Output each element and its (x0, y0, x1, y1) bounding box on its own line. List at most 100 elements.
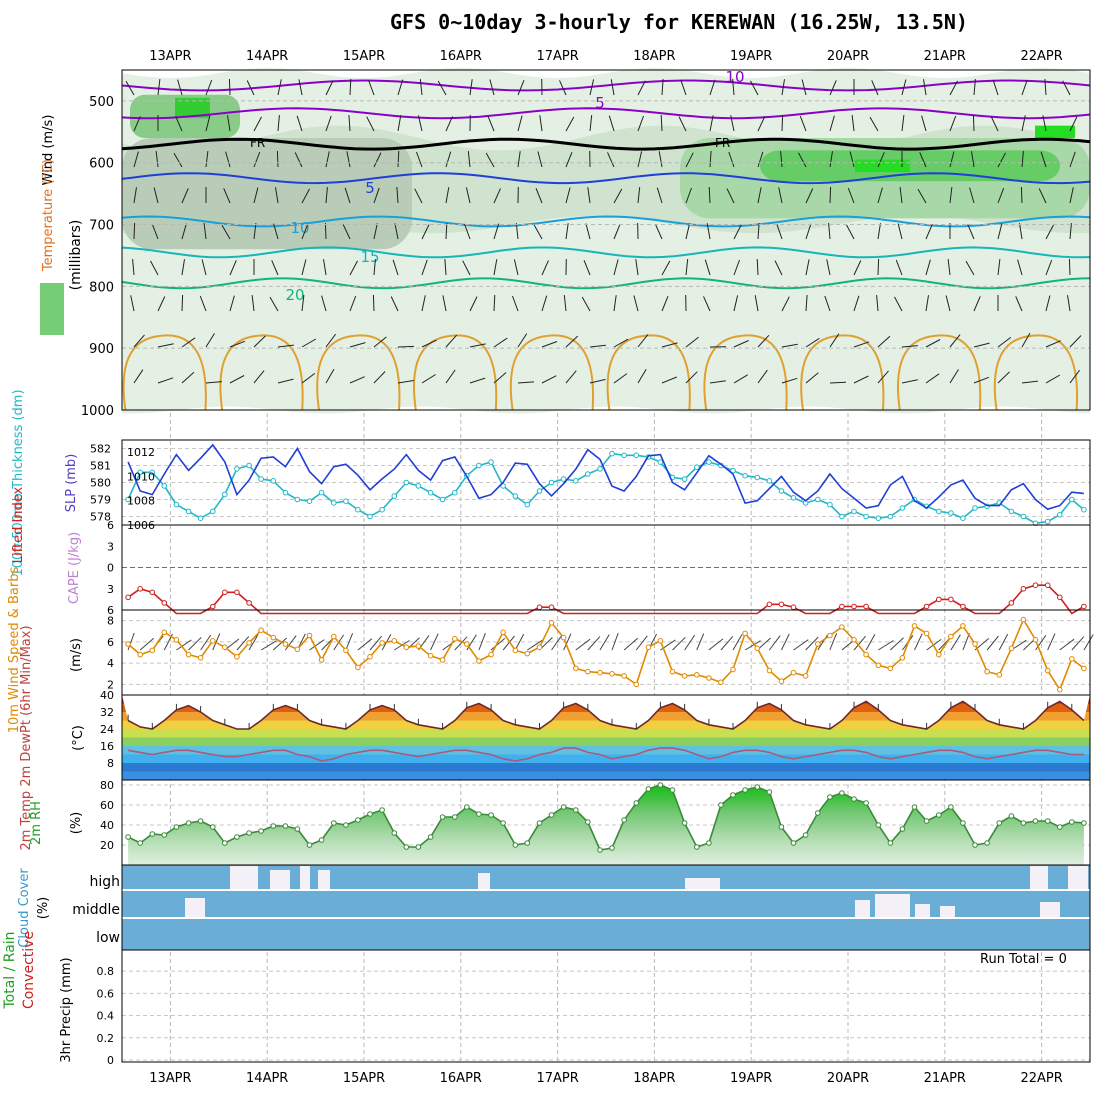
thickness-line-point (1020, 513, 1027, 520)
date-label-top: 16APR (440, 49, 482, 64)
wind-barb (587, 187, 591, 204)
wind-barb (1045, 295, 1051, 312)
thickness-line-point (222, 491, 228, 498)
wind10m-line-point (706, 675, 712, 681)
wind10m-line-point (464, 641, 470, 647)
lifted-index-point (863, 603, 869, 610)
wind-barb (776, 223, 783, 240)
wind10m-barb (127, 632, 135, 651)
rh2m-line-point (476, 811, 482, 817)
wind-barb (535, 188, 543, 204)
wind-barb (805, 337, 820, 348)
wind-barb (325, 80, 334, 96)
temperature-axis-label: Temperature (°C) (41, 159, 56, 272)
wind-barb (533, 224, 543, 240)
wind10m-barb (744, 640, 761, 651)
rh2m-line-point (948, 804, 954, 810)
wind-barb (346, 151, 351, 168)
wind-barb (876, 295, 879, 312)
wind-barb (853, 341, 870, 348)
wind-barb (325, 115, 332, 132)
wind-barb (133, 222, 136, 240)
thickness-line-point (1069, 496, 1075, 503)
page-title: GFS 0~10day 3-hourly for KEREWAN (16.25W… (390, 10, 968, 34)
wind-barb (901, 79, 907, 96)
thickness-line-point (560, 476, 567, 482)
thickness-line-point (234, 466, 240, 472)
wind-barb (1019, 223, 1023, 240)
pressure-tick: 800 (89, 280, 114, 295)
panel-frame (121, 69, 1091, 411)
wind-barb (368, 79, 375, 96)
wind-barb (565, 335, 579, 348)
temp-tick: 16 (100, 740, 114, 753)
convective-contour (896, 334, 982, 411)
wind-barb (945, 295, 951, 312)
thickness-line-point (633, 452, 640, 459)
wind-barb (229, 340, 246, 348)
thickness-line-point (137, 469, 143, 476)
cloud-mid-cell (185, 898, 205, 918)
wind-barb (397, 115, 402, 132)
contour-label: 5 (365, 179, 375, 197)
wind-barb (565, 152, 573, 168)
dewpt2m-line (127, 747, 1084, 762)
cloud-level-middle: middle (72, 902, 120, 918)
wind-barb (829, 186, 832, 204)
wind-barb (733, 374, 748, 384)
wind-barb (462, 260, 471, 276)
lifted-index-point (161, 600, 168, 606)
rh2m-line-point (258, 828, 264, 834)
wind10m-line-point (452, 635, 458, 642)
rh2m-line-point (185, 820, 192, 826)
wind10m-barb (284, 635, 297, 651)
wind-barb (373, 336, 387, 348)
wind-barb (517, 333, 528, 348)
wind-barb (583, 260, 591, 276)
lifted-index-point (1057, 594, 1063, 601)
wind-barb (277, 378, 294, 384)
wind-barb (660, 114, 663, 132)
wind-barb (923, 79, 927, 96)
rh2m-line-point (996, 820, 1003, 826)
rh2m-line-point (694, 844, 700, 850)
rh-tick: 40 (100, 819, 114, 832)
wind-barb (824, 295, 831, 312)
lifted-index-point (790, 604, 797, 611)
wind-barb (517, 80, 525, 96)
wind-barb (757, 369, 768, 384)
wind-barb (853, 260, 862, 276)
wind10m-line-point (548, 620, 555, 626)
lifted-index-point (1032, 582, 1039, 589)
wind-tick: 8 (107, 615, 114, 628)
wind-barb (925, 295, 929, 312)
rh2m-line-point (536, 820, 543, 826)
thickness-line-point (621, 452, 627, 459)
wind10m-line-point (185, 651, 192, 658)
precip-tick: 0.6 (97, 987, 115, 1000)
rh2m-line-point (439, 814, 446, 820)
wind-barb (276, 150, 279, 168)
wind-barb (1067, 295, 1071, 312)
cloud-high-cell (478, 873, 490, 889)
wind10m-barb (998, 633, 1009, 651)
wind-barb (132, 259, 135, 276)
precip-tick: 0.4 (97, 1010, 115, 1023)
wind-barb (392, 259, 399, 276)
wind10m-barb (1035, 635, 1047, 651)
date-label-bottom: 21APR (924, 1071, 966, 1086)
thickness-line-point (1044, 518, 1051, 525)
wind10m-barb (502, 635, 515, 651)
wind-barb (757, 334, 770, 348)
thickness-line-point (790, 495, 797, 501)
wind-barb (301, 372, 316, 384)
thickness-tick: 582 (90, 443, 111, 456)
wind-barb (421, 259, 428, 276)
lifted-index-point (936, 596, 942, 603)
wind-barb (661, 376, 677, 384)
wind-barb (805, 294, 808, 312)
wind10m-line-point (439, 657, 446, 663)
wind-barb (661, 78, 664, 96)
wind-barb (633, 295, 639, 312)
wind-barb (513, 259, 519, 276)
